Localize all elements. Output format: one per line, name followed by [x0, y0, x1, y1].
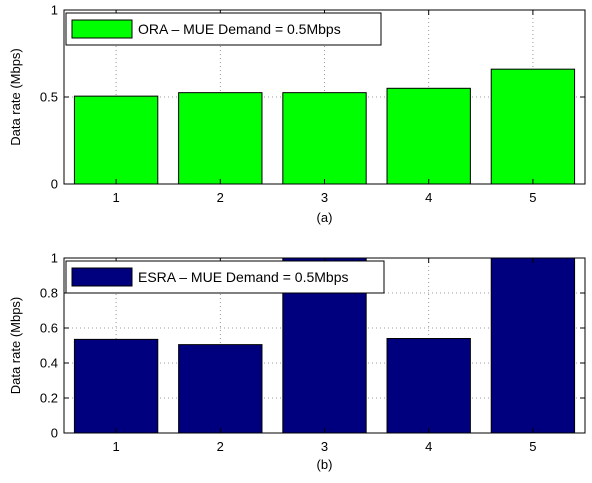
- chart-panel-1: 0 0.5 1 1 2 3 4 5 Data rate (Mbps) (a) ORA – MUE D…: [8, 3, 586, 225]
- bar-5: [490, 68, 576, 185]
- bar-1: [73, 95, 159, 185]
- chart-panel-2: 0 0.2 0.4 0.6 0.8 1 1 2 3 4 5 Data rate (Mbps) (b) ES…: [8, 251, 586, 472]
- x-tick-label: 4: [425, 190, 432, 205]
- legend-label: ORA – MUE Demand = 0.5Mbps: [138, 21, 341, 37]
- legend: ESRA – MUE Demand = 0.5Mbps: [65, 260, 385, 294]
- x-axis-label: (b): [317, 457, 333, 472]
- legend-box: [65, 260, 385, 294]
- bar-2: [178, 344, 263, 434]
- bar-4: [386, 338, 471, 434]
- y-tick-label: 1: [51, 3, 58, 18]
- x-tick-label: 1: [112, 190, 119, 205]
- x-tick-label: 1: [112, 439, 119, 454]
- x-tick-label: 5: [529, 439, 536, 454]
- y-axis-label: Data rate (Mbps): [8, 48, 23, 146]
- x-tick-label: 3: [321, 190, 328, 205]
- x-tick-label: 4: [425, 439, 432, 454]
- legend: ORA – MUE Demand = 0.5Mbps: [65, 12, 382, 46]
- y-tick-label: 0.2: [40, 391, 58, 406]
- bar-4: [386, 87, 471, 185]
- x-axis-label: (a): [317, 210, 333, 225]
- x-tick-label: 2: [217, 190, 224, 205]
- y-tick-label: 1: [51, 251, 58, 266]
- legend-label: ESRA – MUE Demand = 0.5Mbps: [138, 269, 349, 285]
- y-tick-label: 0.4: [40, 356, 58, 371]
- bar-5: [490, 257, 576, 434]
- y-tick-label: 0.5: [40, 90, 58, 105]
- y-tick-label: 0.8: [40, 286, 58, 301]
- y-tick-label: 0.6: [40, 321, 58, 336]
- bar-3: [282, 92, 367, 185]
- legend-swatch: [71, 19, 133, 39]
- y-tick-label: 0: [51, 177, 58, 192]
- bar-2: [178, 92, 263, 185]
- y-tick-label: 0: [51, 426, 58, 441]
- x-tick-label: 5: [529, 190, 536, 205]
- bar-1: [73, 338, 159, 434]
- y-axis-label: Data rate (Mbps): [8, 297, 23, 395]
- x-tick-label: 3: [321, 439, 328, 454]
- x-tick-label: 2: [217, 439, 224, 454]
- legend-swatch: [71, 267, 133, 287]
